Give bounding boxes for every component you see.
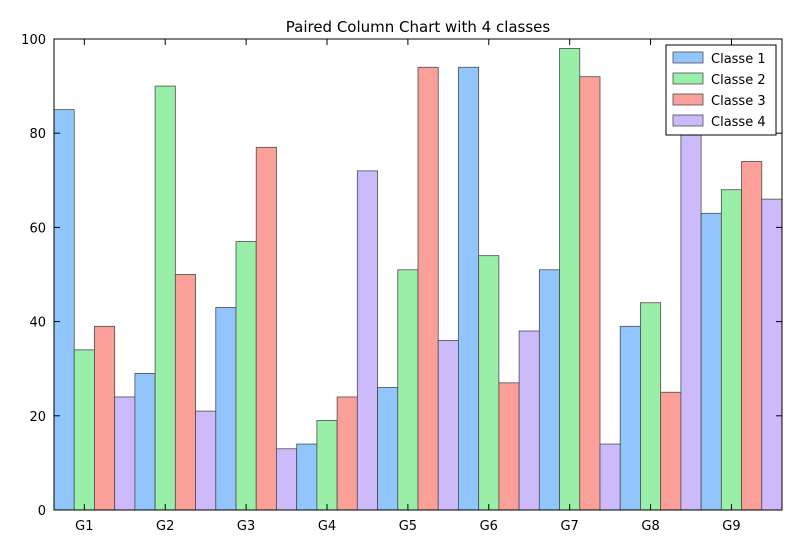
legend: Classe 1 Classe 2 Classe 3 Classe 4 — [665, 44, 777, 136]
legend-swatch — [672, 72, 704, 85]
y-tick-label: 80 — [29, 127, 46, 142]
legend-swatch — [672, 114, 704, 127]
ticks-layer: 0 20 40 60 80 100 G1 G2 G3 G4 G5 G6 G7 G8 G9 — [21, 33, 782, 534]
bar-g3-series-3 — [255, 146, 277, 511]
bar-g8-series-2 — [640, 302, 662, 511]
chart-title: Paired Column Chart with 4 classes — [286, 18, 551, 36]
x-tick-label: G7 — [560, 519, 578, 534]
x-tick-label: G4 — [318, 519, 336, 534]
x-tick-label: G9 — [722, 519, 740, 534]
bar-g3-series-2 — [235, 241, 257, 511]
bar-g6-series-3 — [498, 382, 520, 511]
legend-label: Classe 2 — [711, 73, 766, 88]
bar-g6-series-2 — [478, 255, 500, 511]
bar-g3-series-1 — [215, 307, 237, 511]
bar-g1-series-4 — [114, 396, 136, 511]
bar-g1-series-2 — [73, 349, 95, 511]
legend-label: Classe 3 — [711, 94, 766, 109]
bar-g6-series-1 — [458, 66, 480, 511]
bar-g2-series-2 — [154, 85, 176, 511]
bar-g9-series-1 — [700, 212, 722, 511]
y-tick-label: 20 — [29, 410, 46, 425]
bar-g9-series-3 — [741, 161, 763, 511]
bar-g2-series-1 — [134, 373, 156, 511]
legend-swatch — [672, 51, 704, 64]
bar-g6-series-4 — [518, 330, 540, 511]
legend-swatch — [672, 93, 704, 106]
bar-g5-series-2 — [397, 269, 419, 511]
bar-g7-series-3 — [579, 76, 601, 511]
y-tick-label: 100 — [21, 33, 46, 48]
bar-g4-series-2 — [316, 420, 338, 511]
bar-g9-series-2 — [720, 189, 742, 511]
bar-g8-series-1 — [619, 325, 641, 511]
bar-g1-series-1 — [53, 109, 75, 511]
bar-g4-series-1 — [296, 443, 318, 511]
y-tick-label: 60 — [29, 221, 46, 236]
legend-label: Classe 1 — [711, 52, 766, 67]
x-tick-label: G1 — [75, 519, 93, 534]
bar-g8-series-4 — [680, 113, 702, 511]
y-tick-label: 0 — [38, 504, 46, 519]
bar-g1-series-3 — [94, 325, 116, 511]
x-tick-label: G2 — [156, 519, 174, 534]
bar-g4-series-3 — [336, 396, 358, 511]
bar-g9-series-4 — [761, 198, 783, 511]
bar-g5-series-3 — [417, 66, 439, 511]
legend-label: Classe 4 — [711, 115, 766, 130]
x-tick-label: G6 — [480, 519, 498, 534]
x-tick-label: G5 — [399, 519, 417, 534]
y-tick-label: 40 — [29, 316, 46, 331]
bar-g7-series-4 — [599, 443, 621, 511]
x-tick-label: G8 — [641, 519, 659, 534]
bars-layer — [53, 48, 783, 511]
bar-g5-series-1 — [377, 387, 399, 511]
bar-g7-series-2 — [559, 48, 581, 511]
bar-g8-series-3 — [660, 391, 682, 511]
bar-g7-series-1 — [538, 269, 560, 511]
bar-g3-series-4 — [276, 448, 298, 511]
bar-g2-series-3 — [174, 274, 196, 511]
bar-g5-series-4 — [437, 340, 459, 511]
plot-frame — [53, 38, 783, 511]
x-tick-label: G3 — [237, 519, 255, 534]
bar-g2-series-4 — [195, 410, 217, 511]
bar-g4-series-4 — [356, 170, 378, 511]
